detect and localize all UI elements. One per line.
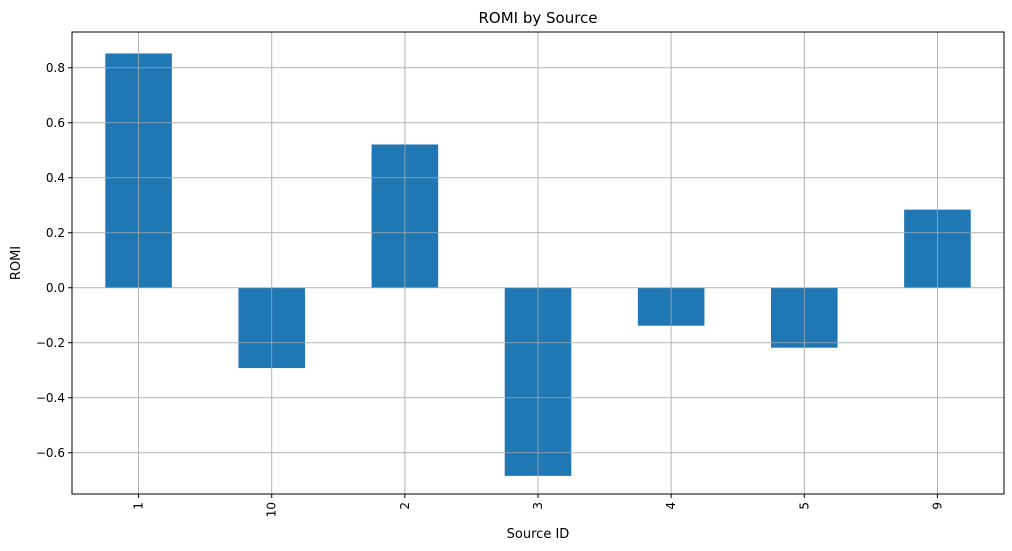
x-tick-label-4: 4 — [664, 502, 678, 510]
y-axis-ticks: 0.8 0.6 0.4 0.2 0.0 −0.2 −0.4 −0.6 — [36, 61, 72, 460]
x-tick-label-9: 9 — [930, 502, 944, 510]
x-tick-label-3: 3 — [531, 502, 545, 510]
x-tick-label-1: 1 — [132, 502, 146, 510]
y-tick-label-7: −0.6 — [36, 446, 65, 460]
grid-overlay — [72, 32, 1004, 494]
y-tick-label-3: 0.2 — [46, 226, 65, 240]
x-tick-label-2: 2 — [398, 502, 412, 510]
y-tick-label-1: 0.6 — [46, 116, 65, 130]
y-tick-label-4: 0.0 — [46, 281, 65, 295]
x-axis-ticks: 1 10 2 3 4 5 9 — [132, 494, 944, 517]
x-axis-label: Source ID — [507, 527, 570, 542]
x-tick-label-10: 10 — [265, 502, 279, 517]
y-tick-label-5: −0.2 — [36, 336, 65, 350]
x-tick-label-5: 5 — [797, 502, 811, 510]
y-tick-label-2: 0.4 — [46, 171, 65, 185]
y-tick-label-0: 0.8 — [46, 61, 65, 75]
chart-title: ROMI by Source — [478, 9, 597, 27]
y-tick-label-6: −0.4 — [36, 391, 65, 405]
y-axis-label: ROMI — [9, 246, 24, 280]
